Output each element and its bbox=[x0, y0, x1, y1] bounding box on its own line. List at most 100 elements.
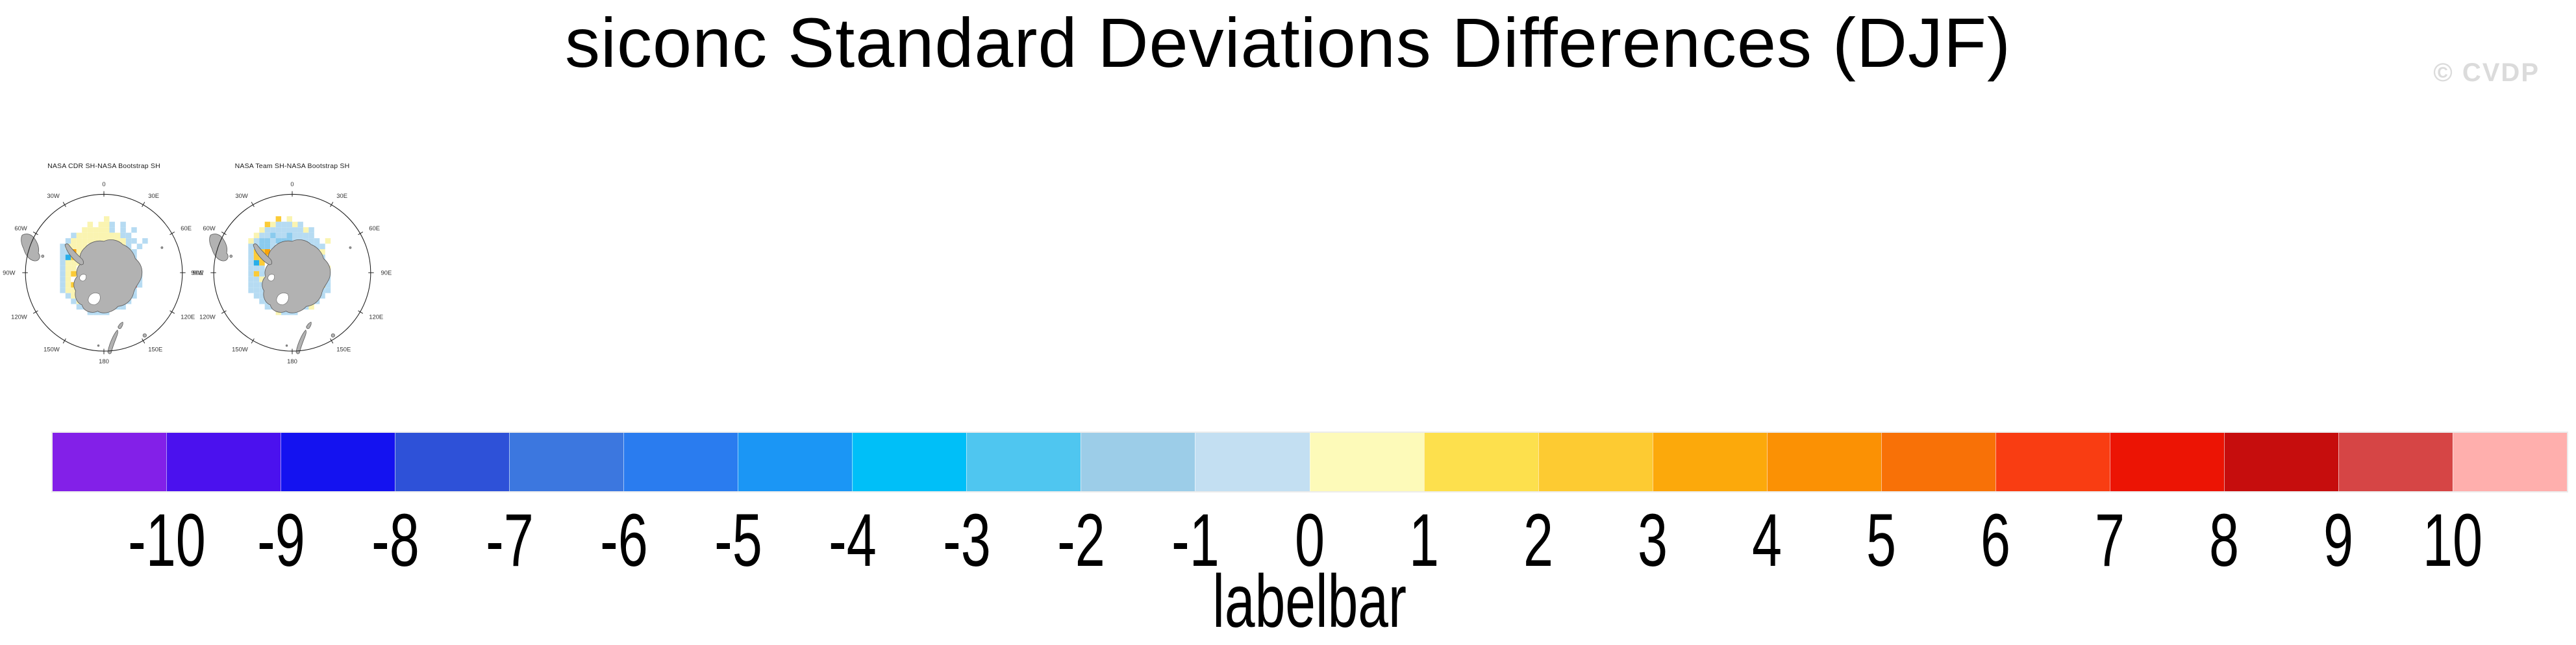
lon-label: 30W bbox=[47, 192, 59, 199]
labelbar-tick-label: 8 bbox=[2208, 499, 2240, 582]
labelbar-segment bbox=[2109, 433, 2224, 491]
diff-cell bbox=[325, 287, 331, 293]
diff-cell bbox=[82, 227, 88, 233]
lon-tick bbox=[221, 231, 227, 236]
diff-cell bbox=[76, 238, 82, 244]
diff-cell bbox=[248, 282, 254, 288]
diff-cell bbox=[259, 243, 265, 249]
labelbar-tick-label: 6 bbox=[1980, 499, 2011, 582]
labelbar-segment bbox=[1309, 433, 1424, 491]
diff-cell bbox=[297, 232, 303, 239]
diff-cell bbox=[65, 265, 71, 271]
diff-cell bbox=[65, 293, 71, 299]
lon-tick bbox=[62, 202, 66, 207]
diff-cell bbox=[71, 287, 77, 293]
land-shapes bbox=[209, 234, 352, 354]
labelbar-tick-label: -6 bbox=[600, 499, 648, 582]
diff-cell bbox=[60, 265, 66, 271]
labelbar-segment bbox=[1881, 433, 1995, 491]
diff-cell bbox=[87, 238, 94, 244]
diff-cell bbox=[114, 232, 121, 239]
lon-label: 180 bbox=[287, 358, 297, 365]
labelbar-tick-label: 4 bbox=[1751, 499, 1782, 582]
diff-cell bbox=[65, 271, 71, 277]
diff-cell bbox=[319, 293, 325, 299]
diff-cell bbox=[253, 282, 260, 288]
diff-cell bbox=[87, 227, 94, 233]
diff-cell bbox=[71, 293, 77, 299]
diff-cell bbox=[325, 238, 331, 244]
map-panel-title: NASA Team SH-NASA Bootstrap SH bbox=[234, 162, 350, 170]
diff-cell bbox=[82, 238, 88, 244]
labelbar-segment bbox=[53, 433, 167, 491]
diff-cell bbox=[104, 232, 110, 239]
diff-cell bbox=[87, 221, 94, 228]
diff-cell bbox=[104, 216, 110, 222]
diff-cell bbox=[120, 221, 126, 228]
diff-cell bbox=[259, 232, 265, 239]
diff-cell bbox=[60, 254, 66, 260]
lon-label: 90E bbox=[381, 269, 392, 276]
diff-cell bbox=[104, 227, 110, 233]
diff-cell bbox=[60, 282, 66, 288]
labelbar-tick-label: 10 bbox=[2422, 499, 2483, 582]
diff-cell bbox=[65, 238, 71, 244]
diff-cell bbox=[264, 232, 271, 239]
diff-cell bbox=[292, 221, 298, 228]
diff-cell bbox=[109, 221, 115, 228]
diff-cell bbox=[281, 238, 287, 244]
maps-row: NASA CDR SH-NASA Bootstrap SH 0 30E 60E 90E… bbox=[3, 162, 392, 365]
diff-cell bbox=[120, 227, 126, 233]
diff-cell bbox=[292, 227, 298, 233]
diff-cell bbox=[60, 271, 66, 277]
lon-label: 60W bbox=[14, 225, 27, 232]
diff-cell bbox=[259, 298, 265, 304]
labelbar-segment bbox=[1081, 433, 1195, 491]
lon-label: 0 bbox=[290, 180, 294, 188]
labelbar-segment bbox=[509, 433, 624, 491]
diff-cell bbox=[248, 260, 254, 266]
labelbar-tick-label: 2 bbox=[1523, 499, 1554, 582]
diff-cell bbox=[281, 221, 287, 228]
diff-cell bbox=[259, 271, 265, 277]
labelbar-segment bbox=[2452, 433, 2568, 491]
diff-cell bbox=[297, 221, 303, 228]
labelbar-caption: labelbar bbox=[53, 565, 2567, 639]
labelbar-tick-label: -10 bbox=[128, 499, 206, 582]
labelbar-tick-label: -7 bbox=[486, 499, 534, 582]
lon-label: 90W bbox=[3, 269, 15, 276]
diff-cell bbox=[308, 238, 314, 244]
diff-cell bbox=[270, 232, 276, 239]
diff-cell bbox=[248, 276, 254, 282]
diff-cell bbox=[259, 276, 265, 282]
diff-cell bbox=[275, 227, 282, 233]
diff-cell bbox=[264, 304, 271, 310]
diff-cell bbox=[270, 243, 276, 249]
diff-cell bbox=[308, 232, 314, 239]
diff-cell bbox=[71, 243, 77, 249]
diff-cell bbox=[248, 287, 254, 293]
diff-cell bbox=[259, 238, 265, 244]
lon-tick bbox=[358, 310, 364, 314]
lon-tick bbox=[251, 338, 255, 344]
diff-cell bbox=[109, 232, 115, 239]
lon-label: 120E bbox=[181, 313, 195, 321]
diff-cell bbox=[264, 249, 271, 255]
lon-tick bbox=[142, 202, 145, 207]
diff-cell bbox=[275, 216, 282, 222]
diff-cell bbox=[60, 249, 66, 255]
labelbar-segment bbox=[395, 433, 510, 491]
diff-cell bbox=[253, 265, 260, 271]
diff-cell bbox=[253, 293, 260, 299]
diff-cell bbox=[120, 238, 126, 244]
diff-cell bbox=[65, 254, 71, 260]
diff-cell bbox=[131, 249, 137, 255]
lon-label: 120E bbox=[369, 313, 383, 321]
antarctic-peninsula bbox=[253, 243, 272, 265]
labelbar-caption-text: labelbar bbox=[1212, 560, 1407, 643]
cvdp-watermark: © CVDP bbox=[2433, 58, 2540, 87]
diff-cell bbox=[281, 310, 287, 315]
diff-cell bbox=[71, 271, 77, 277]
diff-cell bbox=[264, 243, 271, 249]
lon-tick bbox=[32, 310, 38, 314]
